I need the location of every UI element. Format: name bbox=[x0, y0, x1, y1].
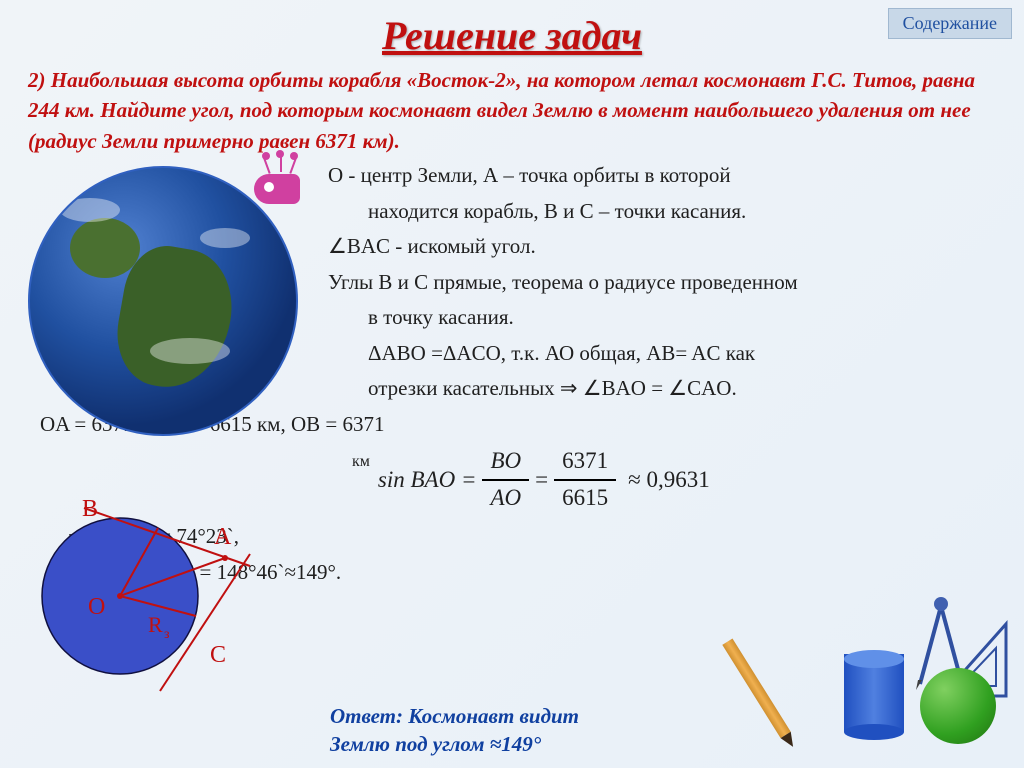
sol-line-2: ∠BAC - искомый угол. bbox=[328, 231, 996, 263]
diagram-svg: B A O C R з bbox=[10, 466, 270, 696]
answer-line-2: Землю под углом ≈149° bbox=[330, 730, 579, 758]
km-label: км bbox=[352, 450, 370, 474]
satellite-icon bbox=[248, 160, 318, 220]
label-B: B bbox=[82, 496, 98, 522]
sol-line-3b: в точку касания. bbox=[328, 302, 996, 334]
sol-line-4: ΔABO =ΔACO, т.к. АО общая, AB= AC как bbox=[328, 338, 996, 370]
problem-statement: 2) Наибольшая высота орбиты корабля «Вос… bbox=[0, 59, 1024, 160]
sol-line-4b: отрезки касательных ⇒ ∠BAO = ∠CAO. bbox=[328, 373, 996, 405]
sol-line-3: Углы В и С прямые, теорема о радиусе про… bbox=[328, 267, 996, 299]
pencil-icon bbox=[722, 638, 798, 750]
contents-button[interactable]: Содержание bbox=[888, 8, 1012, 39]
decorative-shapes bbox=[784, 592, 1014, 762]
approx-val: ≈ 0,9631 bbox=[628, 463, 710, 498]
answer-text: Ответ: Космонавт видит Землю под углом ≈… bbox=[330, 702, 579, 759]
label-C: C bbox=[210, 642, 226, 668]
geometry-diagram: B A O C R з bbox=[10, 466, 270, 696]
sphere-icon bbox=[920, 668, 996, 744]
formula-lhs: sin BAO = bbox=[378, 463, 477, 498]
frac-1: BO AO bbox=[482, 444, 529, 515]
sol-line-1b: находится корабль, B и C – точки касания… bbox=[328, 196, 996, 228]
formula: км sin BAO = BO AO = 6371 6615 ≈ 0,9631 bbox=[340, 444, 996, 515]
earth-illustration bbox=[28, 166, 308, 446]
label-R: R bbox=[148, 612, 163, 637]
solution-text: О - центр Земли, А – точка орбиты в кото… bbox=[328, 160, 996, 588]
answer-line-1: Ответ: Космонавт видит bbox=[330, 702, 579, 730]
label-A: A bbox=[214, 524, 232, 550]
frac-2: 6371 6615 bbox=[554, 444, 616, 515]
slide-title: Решение задач bbox=[0, 0, 1024, 59]
label-z: з bbox=[164, 627, 170, 642]
label-O: O bbox=[88, 594, 105, 620]
cylinder-icon bbox=[844, 650, 904, 740]
sol-line-1: О - центр Земли, А – точка орбиты в кото… bbox=[328, 160, 996, 192]
eq-sign: = bbox=[535, 463, 548, 498]
